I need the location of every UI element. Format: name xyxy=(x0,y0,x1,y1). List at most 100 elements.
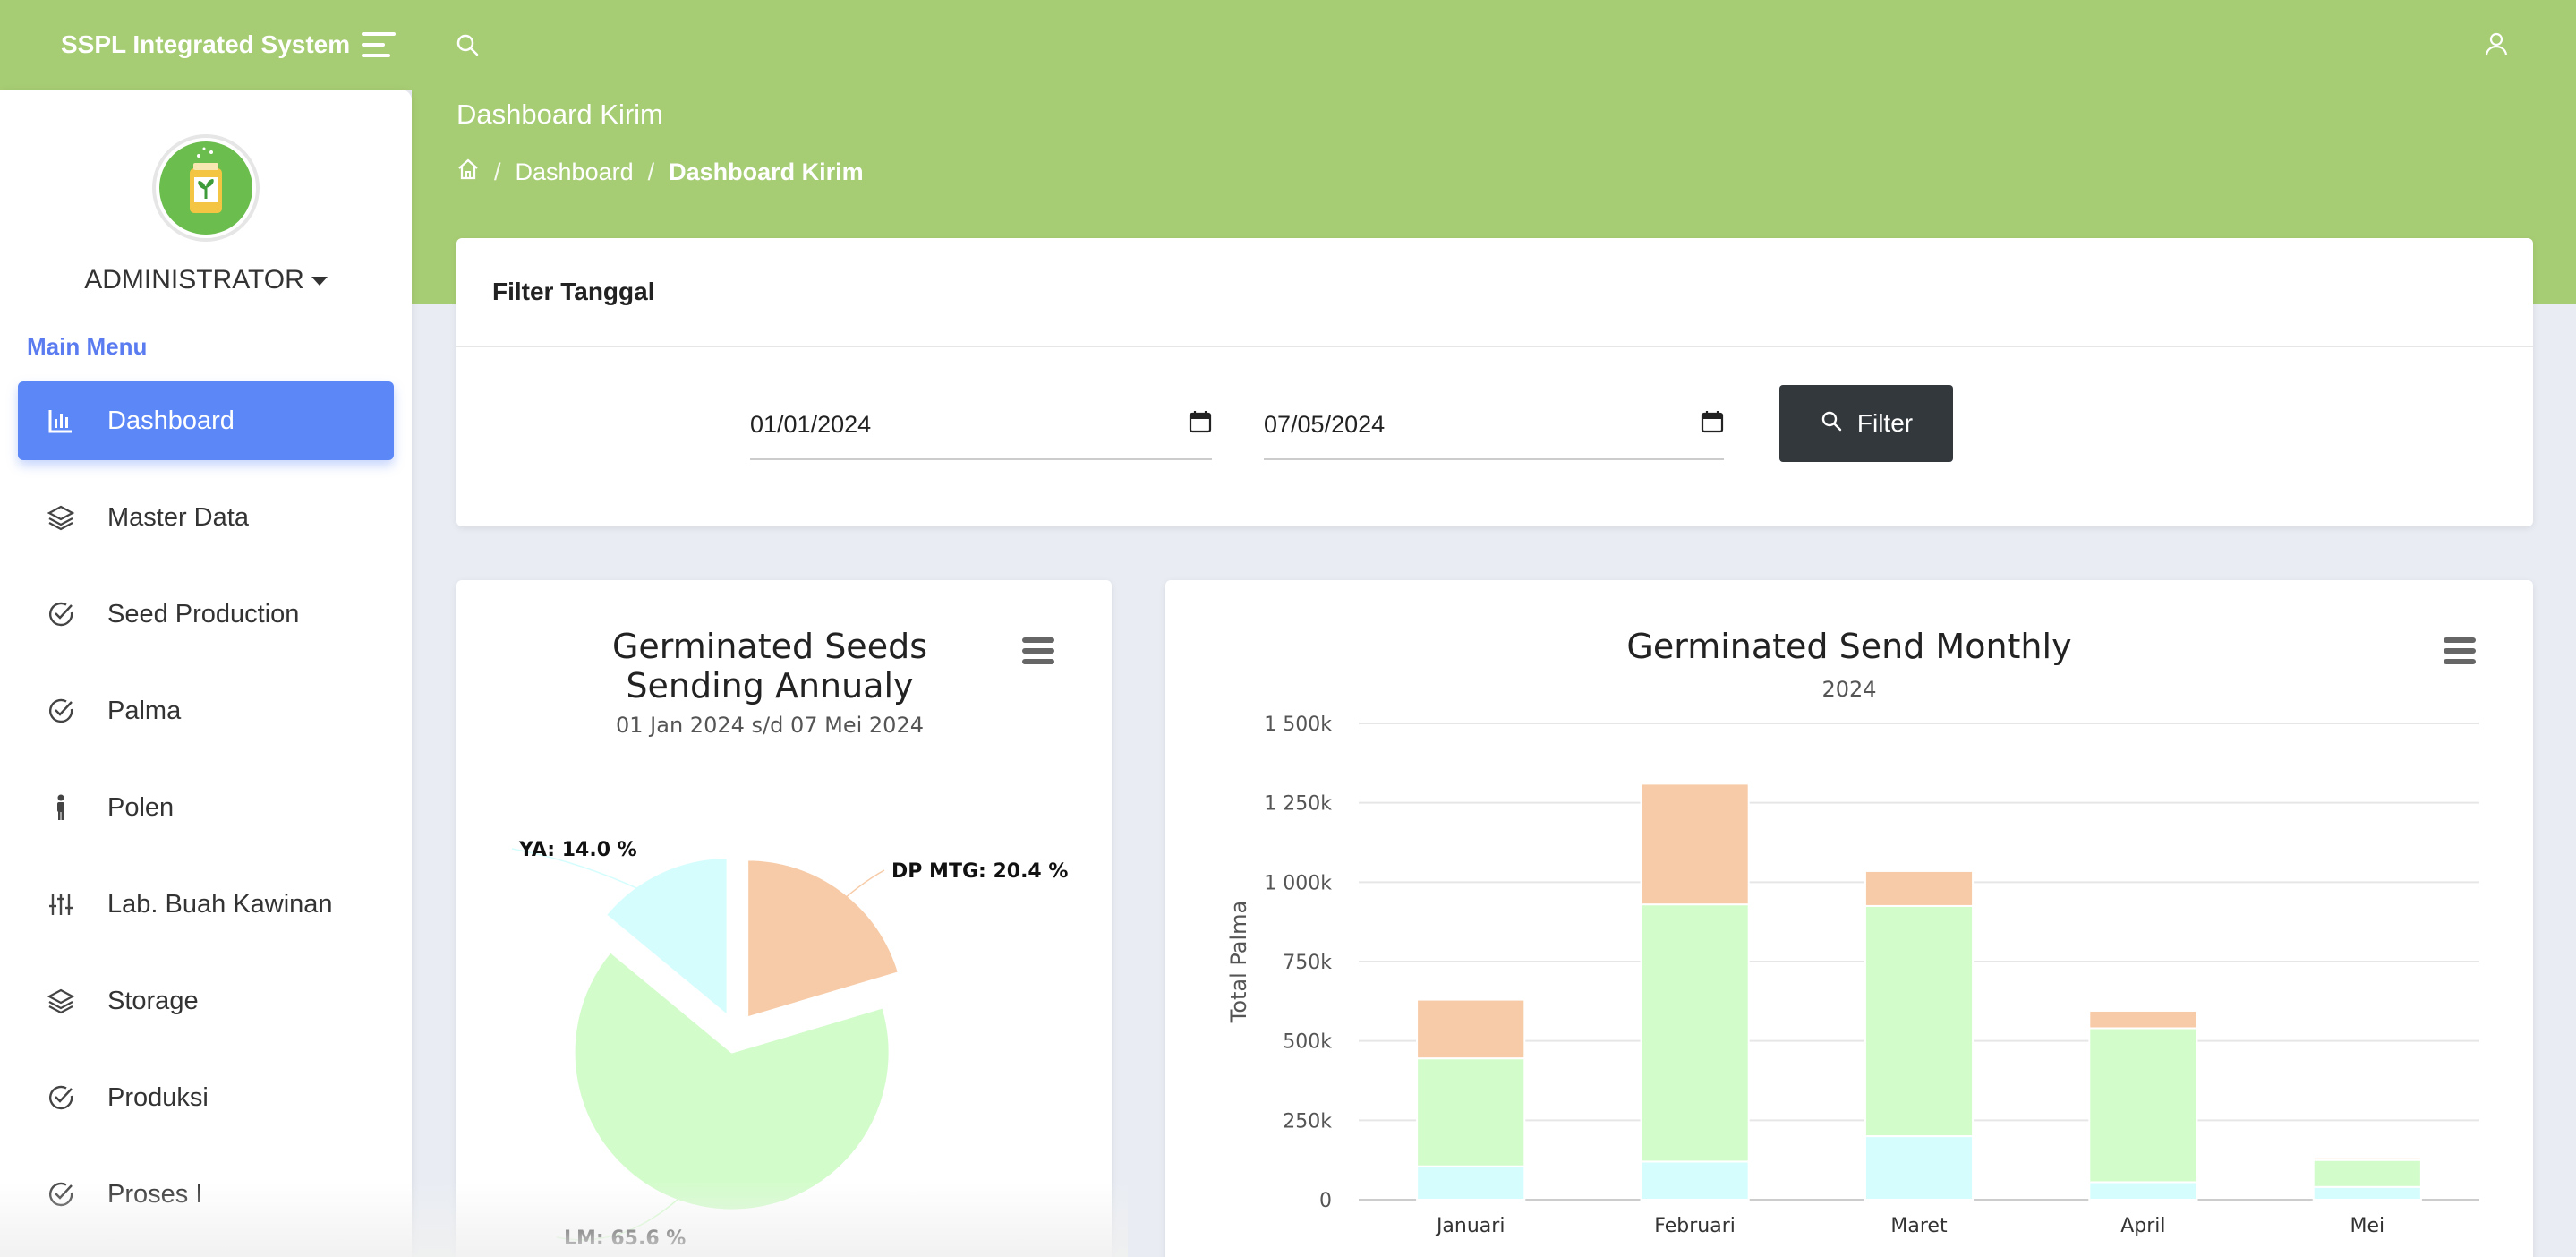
layers-icon xyxy=(45,501,77,534)
bar-ya-januari[interactable] xyxy=(1416,1165,1526,1201)
bar-chart-subtitle: 2024 xyxy=(1821,677,1877,702)
y-tick-label: 1 500k xyxy=(1264,714,1332,736)
sidebar-item-lab-buah-kawinan[interactable]: Lab. Buah Kawinan xyxy=(18,865,394,944)
pie-data-label: YA: 14.0 % xyxy=(518,839,637,861)
bar-ya-februari[interactable] xyxy=(1640,1160,1750,1201)
sidebar-item-label: Master Data xyxy=(107,502,249,532)
sidebar-item-polen[interactable]: Polen xyxy=(18,768,394,847)
pie-slice-ya[interactable] xyxy=(604,857,729,1018)
sidebar-item-label: Proses I xyxy=(107,1179,203,1209)
sidebar-item-label: Palma xyxy=(107,696,182,725)
sidebar-item-storage[interactable]: Storage xyxy=(18,962,394,1040)
filter-card-title: Filter Tanggal xyxy=(456,238,2533,347)
y-tick-label: 1 000k xyxy=(1264,872,1332,894)
search-icon[interactable] xyxy=(455,32,482,59)
bar-dp-mtg-maret[interactable] xyxy=(1864,869,1975,907)
user-name: ADMINISTRATOR xyxy=(84,265,304,295)
filter-button-label: Filter xyxy=(1856,409,1914,437)
chart-menu-icon[interactable] xyxy=(1022,637,1054,664)
breadcrumb-separator: / xyxy=(494,158,501,185)
filter-card: Filter Tanggal 01/01/2024 07/05/2024 Fil… xyxy=(456,238,2533,526)
date-to-input[interactable]: 07/05/2024 xyxy=(1264,390,1724,460)
sidebar-item-label: Storage xyxy=(107,986,199,1015)
check-circle-icon xyxy=(45,1082,77,1114)
sidebar-nav: Dashboard Master Data Seed Production Pa… xyxy=(18,381,394,1252)
pie-slice-lm[interactable] xyxy=(573,950,891,1211)
sidebar-item-label: Seed Production xyxy=(107,599,300,628)
user-dropdown[interactable]: ADMINISTRATOR xyxy=(0,265,412,295)
breadcrumb-separator: / xyxy=(647,158,655,185)
top-navbar xyxy=(0,0,2576,90)
calendar-icon[interactable] xyxy=(1189,410,1212,440)
bar-ya-april[interactable] xyxy=(2088,1181,2198,1201)
sidebar-item-produksi[interactable]: Produksi xyxy=(18,1058,394,1137)
x-tick-label: Februari xyxy=(1654,1215,1736,1237)
y-tick-label: 500k xyxy=(1283,1031,1332,1054)
sidebar-item-label: Dashboard xyxy=(107,406,235,435)
pie-slice-dp-mtg[interactable] xyxy=(746,859,900,1019)
pie-chart-title: Germinated Seeds Sending Annualy xyxy=(611,627,927,705)
seed-jar-logo xyxy=(159,141,252,235)
pie-data-label: DP MTG: 20.4 % xyxy=(891,860,1068,883)
y-axis-label: Total Palma xyxy=(1226,901,1251,1024)
x-tick-label: Januari xyxy=(1435,1215,1506,1237)
bar-ya-maret[interactable] xyxy=(1864,1135,1975,1201)
bar-chart: 0 250k 500k 750k 1 000k 1 250k 1 500k Total Pal… xyxy=(1226,714,2479,1237)
bar-ya-mei[interactable] xyxy=(2312,1185,2422,1201)
date-to-value: 07/05/2024 xyxy=(1264,410,1386,438)
bar-chart-icon xyxy=(45,405,77,437)
x-tick-label: April xyxy=(2120,1215,2165,1237)
date-from-input[interactable]: 01/01/2024 xyxy=(750,390,1212,460)
bar-lm-maret[interactable] xyxy=(1864,904,1975,1138)
calendar-icon[interactable] xyxy=(1701,410,1724,440)
y-tick-label: 0 xyxy=(1319,1190,1332,1212)
avatar[interactable] xyxy=(152,134,260,242)
breadcrumb-current: Dashboard Kirim xyxy=(669,158,864,185)
layers-icon xyxy=(45,985,77,1017)
bar-dp-mtg-februari[interactable] xyxy=(1640,782,1750,906)
bar-lm-februari[interactable] xyxy=(1640,903,1750,1163)
sidebar-item-seed-production[interactable]: Seed Production xyxy=(18,575,394,654)
caret-down-icon xyxy=(311,277,328,286)
home-icon[interactable] xyxy=(456,158,480,187)
date-from-value: 01/01/2024 xyxy=(750,410,872,438)
bar-chart-title: Germinated Send Monthly xyxy=(1626,627,2072,666)
user-icon[interactable] xyxy=(2483,30,2510,57)
check-circle-icon xyxy=(45,1178,77,1210)
chart-menu-icon[interactable] xyxy=(2444,637,2476,664)
bar-chart-card: Germinated Send Monthly 2024 0 250k 500k 75… xyxy=(1165,580,2533,1257)
pie-data-label: LM: 65.6 % xyxy=(564,1227,686,1250)
bar-dp-mtg-januari[interactable] xyxy=(1416,998,1526,1060)
sidebar-item-palma[interactable]: Palma xyxy=(18,671,394,750)
x-tick-label: Maret xyxy=(1890,1215,1948,1237)
bar-lm-januari[interactable] xyxy=(1416,1057,1526,1167)
pie-connector xyxy=(511,848,678,910)
page-title: Dashboard Kirim xyxy=(456,98,663,130)
sidebar-item-label: Lab. Buah Kawinan xyxy=(107,889,333,919)
sidebar-item-master-data[interactable]: Master Data xyxy=(18,478,394,557)
filter-button[interactable]: Filter xyxy=(1779,385,1953,462)
sliders-icon xyxy=(45,888,77,920)
app-brand[interactable]: SSPL Integrated System xyxy=(61,30,351,58)
sidebar-item-proses-i[interactable]: Proses I xyxy=(18,1155,394,1234)
sidebar-item-label: Produksi xyxy=(107,1082,209,1112)
sidebar: ADMINISTRATOR Main Menu Dashboard Master… xyxy=(0,90,412,1257)
bar-dp-mtg-april[interactable] xyxy=(2088,1009,2198,1030)
y-tick-label: 1 250k xyxy=(1264,793,1332,816)
menu-section-title: Main Menu xyxy=(27,333,148,360)
search-icon xyxy=(1820,409,1843,439)
check-circle-icon xyxy=(45,695,77,727)
sidebar-item-dashboard[interactable]: Dashboard xyxy=(18,381,394,460)
breadcrumb-dashboard[interactable]: Dashboard xyxy=(515,158,634,185)
check-circle-icon xyxy=(45,598,77,630)
y-tick-label: 750k xyxy=(1283,952,1332,974)
y-tick-label: 250k xyxy=(1283,1110,1332,1133)
bar-lm-april[interactable] xyxy=(2088,1027,2198,1184)
menu-toggle-icon[interactable] xyxy=(362,30,396,59)
person-icon xyxy=(45,791,77,824)
bar-dp-mtg-mei[interactable] xyxy=(2312,1156,2422,1161)
breadcrumb: / Dashboard / Dashboard Kirim xyxy=(456,158,864,187)
sidebar-item-label: Polen xyxy=(107,792,175,822)
bar-lm-mei[interactable] xyxy=(2312,1159,2422,1188)
pie-chart-card: Germinated Seeds Sending Annualy 01 Jan … xyxy=(456,580,1112,1257)
